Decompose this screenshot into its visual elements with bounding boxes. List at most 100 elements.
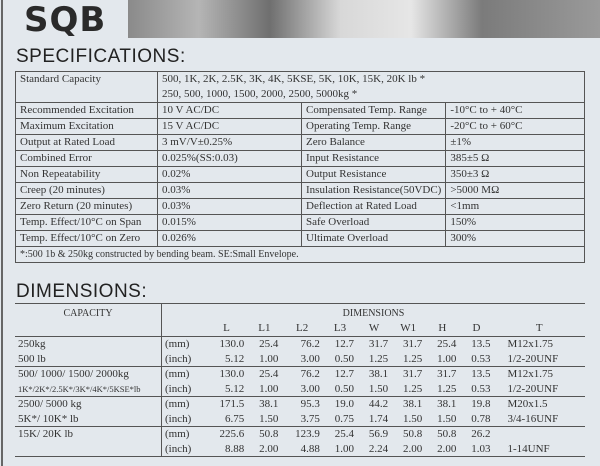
unit-cell: (mm) xyxy=(161,336,206,352)
dimension-cell: 1.50 xyxy=(403,412,423,425)
dimension-cell: 1.25 xyxy=(403,352,423,365)
dimension-cell: M12x1.75 xyxy=(493,336,585,352)
product-logo: SQB xyxy=(24,0,107,40)
dimension-cell: 31.7 xyxy=(357,336,392,352)
dimension-cell: 1/2-20UNF xyxy=(507,382,559,395)
table-row: 2500/ 5000 kg (mm) 171.5 38.1 95.3 19.0 44.2 38… xyxy=(15,396,585,412)
spec-value: 500, 1K, 2K, 2.5K, 3K, 4K, 5KSE, 5K, 10K… xyxy=(157,71,585,103)
spec-label: Compensated Temp. Range xyxy=(300,102,447,119)
spec-label: Output at Rated Load xyxy=(15,134,158,151)
table-row: Temp. Effect/10°C on Zero 0.026% Ultimate … xyxy=(15,230,585,247)
spec-value: 0.02% xyxy=(157,166,302,183)
spec-label: Operating Temp. Range xyxy=(300,118,447,135)
dimension-cell: M20x1.5 xyxy=(493,396,585,412)
table-row: Recommended Excitation 10 V AC/DC Compensa… xyxy=(15,102,585,119)
table-row: Non Repeatability 0.02% Output Resistance 3… xyxy=(15,166,585,183)
unit-spacer xyxy=(162,321,206,337)
spec-label: Zero Return (20 minutes) xyxy=(15,198,158,215)
dimension-cell: 2.00 xyxy=(437,442,457,455)
dimension-cell: 38.1 xyxy=(247,396,282,412)
spec-value: 0.026% xyxy=(157,230,302,247)
capacity-cell: 500 lb xyxy=(15,351,162,367)
dimension-cell: 38.1 xyxy=(357,366,392,382)
capacity-line: 250, 500, 1000, 1500, 2000, 2500, 5000kg… xyxy=(162,88,358,100)
spec-label: Safe Overload xyxy=(300,214,447,231)
dimension-cell: 1-14UNF xyxy=(507,442,550,455)
dimension-cell: 1.25 xyxy=(403,382,423,395)
dimension-cell: 1.03 xyxy=(471,442,491,455)
spec-label: Combined Error xyxy=(15,150,158,167)
capacity-cell: 15K/ 20K lb xyxy=(15,426,162,442)
spec-value: 0.03% xyxy=(157,182,302,199)
dimension-cell: 44.2 xyxy=(357,396,392,412)
dimensions-table: CAPACITY DIMENSIONS L L1 L2 L3 W W1 H D T 250kg(… xyxy=(15,303,585,457)
dimension-cell: 0.78 xyxy=(471,412,491,425)
dimension-cell xyxy=(493,426,585,442)
dimension-cell: 2.00 xyxy=(259,442,279,455)
dimension-cell: 123.9 xyxy=(281,426,323,442)
dimension-cell: 171.5 xyxy=(205,396,248,412)
dimension-cell: 1.00 xyxy=(334,442,355,455)
product-photo xyxy=(128,0,600,38)
table-row: Zero Return (20 minutes) 0.03% Deflection … xyxy=(15,198,585,215)
spec-label: Output Resistance xyxy=(300,166,447,183)
dimension-cell: 76.2 xyxy=(281,366,323,382)
column-header-row: L L1 L2 L3 W W1 H D T xyxy=(15,321,585,337)
specifications-table: Standard Capacity 500, 1K, 2K, 2.5K, 3K,… xyxy=(15,71,585,263)
page-edge xyxy=(1,0,3,466)
column-header: D xyxy=(472,322,481,334)
dimension-cell: 38.1 xyxy=(425,396,460,412)
dimension-cell: 2.24 xyxy=(368,442,389,455)
table-row: 500 lb (inch) 5.12 1.00 3.00 0.50 1.25 1.25 1.00… xyxy=(15,351,585,367)
dimension-cell: 1.50 xyxy=(368,382,389,395)
spec-label: Temp. Effect/10°C on Span xyxy=(15,214,158,231)
column-header: W1 xyxy=(400,322,417,334)
spec-value: 350±3 Ω xyxy=(445,166,585,183)
dimension-cell: 12.7 xyxy=(322,366,358,382)
capacity-cell xyxy=(15,441,162,457)
capacity-cell: 2500/ 5000 kg xyxy=(15,396,162,412)
dimension-cell: 25.4 xyxy=(247,366,282,382)
specifications-title: SPECIFICATIONS: xyxy=(16,46,186,67)
spec-value: 15 V AC/DC xyxy=(157,118,302,135)
table-row: Temp. Effect/10°C on Span 0.015% Safe Over… xyxy=(15,214,585,231)
spec-label: Recommended Excitation xyxy=(15,102,158,119)
spec-label: Temp. Effect/10°C on Zero xyxy=(15,230,158,247)
dimensions-title: DIMENSIONS: xyxy=(16,281,148,302)
spec-value: 10 V AC/DC xyxy=(157,102,302,119)
header-row: CAPACITY DIMENSIONS xyxy=(15,303,585,337)
dimension-cell: 3.75 xyxy=(300,412,320,425)
dimension-cell: 5.12 xyxy=(225,382,245,395)
spec-value: 0.025%(SS:0.03) xyxy=(157,150,302,167)
column-header: T xyxy=(535,322,543,334)
dimension-cell: 26.2 xyxy=(459,426,494,442)
dimension-cell: 25.4 xyxy=(247,336,282,352)
dimension-cell: 3.00 xyxy=(300,352,320,365)
dimension-cell: 19.0 xyxy=(322,396,358,412)
dimension-cell: 1.00 xyxy=(259,382,279,395)
spec-label: Non Repeatability xyxy=(15,166,158,183)
spec-label: Maximum Excitation xyxy=(15,118,158,135)
dimension-cell: 0.53 xyxy=(471,382,491,395)
note-row: *:500 1b & 250kg constructed by bending … xyxy=(15,246,585,263)
dimension-cell: 13.5 xyxy=(459,336,494,352)
table-row: Maximum Excitation 15 V AC/DC Operating Te… xyxy=(15,118,585,135)
dimension-cell: 38.1 xyxy=(391,396,426,412)
spec-value: <1mm xyxy=(445,198,585,215)
dimension-cell: 12.7 xyxy=(322,336,358,352)
spec-value: >5000 MΩ xyxy=(445,182,585,199)
dimension-cell: 225.6 xyxy=(205,426,248,442)
spec-value: -20°C to + 60°C xyxy=(445,118,585,135)
unit-cell: (mm) xyxy=(161,366,206,382)
unit-cell: (inch) xyxy=(165,382,192,395)
spec-value: 150% xyxy=(445,214,585,231)
table-row: (inch) 8.88 2.00 4.88 1.00 2.24 2.00 2.00 1.03 1-… xyxy=(15,441,585,457)
dimension-cell: 1.50 xyxy=(437,412,457,425)
table-bottom-border xyxy=(15,456,585,457)
column-header: H xyxy=(438,322,447,334)
dimension-cell: 1.00 xyxy=(259,352,279,365)
dimension-cell: 8.88 xyxy=(225,442,245,455)
spec-value: 0.015% xyxy=(157,214,302,231)
dimension-cell: 31.7 xyxy=(391,336,426,352)
dimension-cell: 1.50 xyxy=(259,412,279,425)
